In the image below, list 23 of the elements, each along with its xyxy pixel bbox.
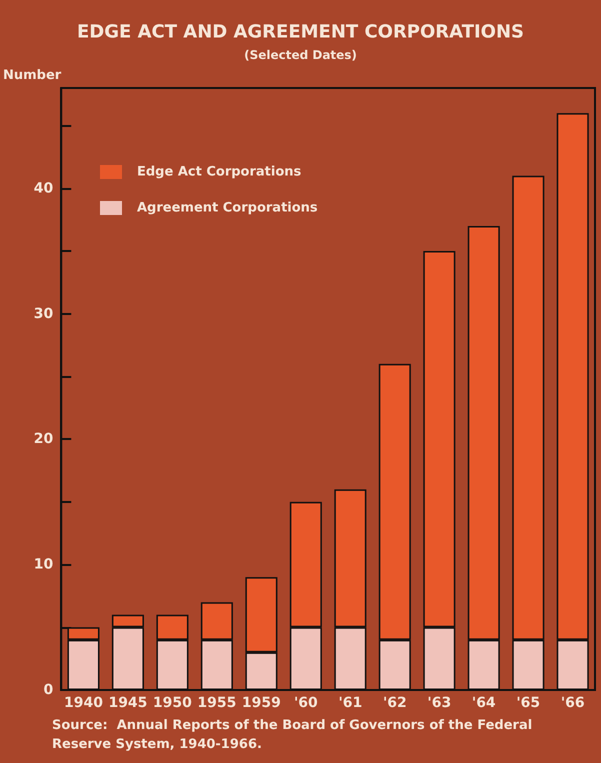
y-tick-label: 10 [34,556,54,573]
x-tick-label: 1945 [108,695,148,711]
chart-title: EDGE ACT AND AGREEMENT CORPORATIONS [76,22,524,42]
x-tick-label: '65 [516,695,540,711]
y-tick-label: 40 [34,180,54,196]
x-tick-label: '60 [294,695,318,711]
legend-label: Agreement Corporations [137,200,318,216]
y-tick-label: 20 [34,431,54,448]
y-axis-title: Number [2,68,62,83]
chart-subtitle: (Selected Dates) [244,48,357,62]
x-tick-label: 1950 [152,695,192,711]
legend-label: Edge Act Corporations [137,164,302,180]
x-tick-label: 1940 [64,695,104,711]
x-tick-label: '61 [338,695,362,711]
x-tick-label: '63 [427,695,452,711]
x-tick-label: 1959 [242,695,281,711]
x-tick-label: '64 [472,695,496,711]
x-tick-label: 1955 [197,695,236,711]
y-tick-label: 30 [34,306,54,322]
x-tick-label: '62 [382,695,407,711]
source-note: Source: Annual Reports of the Board of Governors of the Federal Reserve System, 1940-1966. [52,718,537,752]
y-tick-label: 0 [43,682,54,698]
x-tick-label: '66 [560,695,585,711]
